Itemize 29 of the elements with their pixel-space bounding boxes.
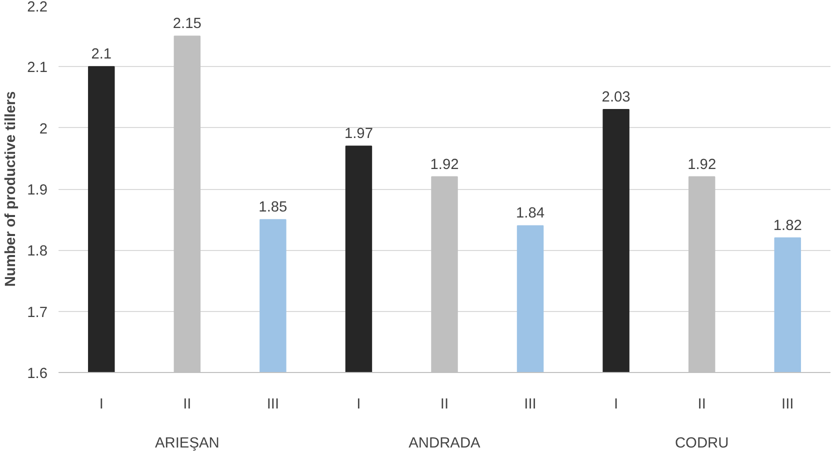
data-label: 2.15 [172, 16, 202, 32]
series-label: II [183, 396, 192, 412]
series-label: I [99, 396, 104, 412]
data-label: 1.92 [688, 156, 716, 173]
data-label: 1.97 [344, 126, 373, 142]
x-tick-label: ARIEŞAN [154, 436, 220, 452]
y-tick-label: 1.9 [27, 182, 48, 198]
data-label: 1.82 [773, 218, 802, 234]
y-axis-title: Number of productive tillers [3, 91, 20, 287]
text: I [356, 396, 361, 412]
data-label: 1.92 [430, 156, 459, 173]
data-label: 2.1 [91, 46, 112, 63]
y-tick-label: 2.2 [27, 0, 48, 16]
data-label: 2.03 [602, 89, 630, 106]
x-tick-label: ANDRADA [408, 436, 481, 452]
text: III [524, 396, 536, 412]
y-tick-label: 2 [39, 121, 48, 138]
text: III [782, 396, 794, 412]
y-tick-label: 1.6 [27, 366, 48, 382]
x-tick-label: CODRU [674, 436, 729, 452]
text: II [698, 396, 706, 412]
data-label: 1.84 [516, 206, 545, 222]
series-label: III [266, 396, 280, 412]
y-tick-label: 1.8 [27, 244, 48, 260]
y-tick-label: 1.7 [27, 304, 48, 321]
text: I [614, 396, 618, 412]
text: II [440, 396, 449, 412]
data-label: 1.85 [258, 200, 288, 216]
y-tick-label: 2.1 [27, 60, 48, 76]
